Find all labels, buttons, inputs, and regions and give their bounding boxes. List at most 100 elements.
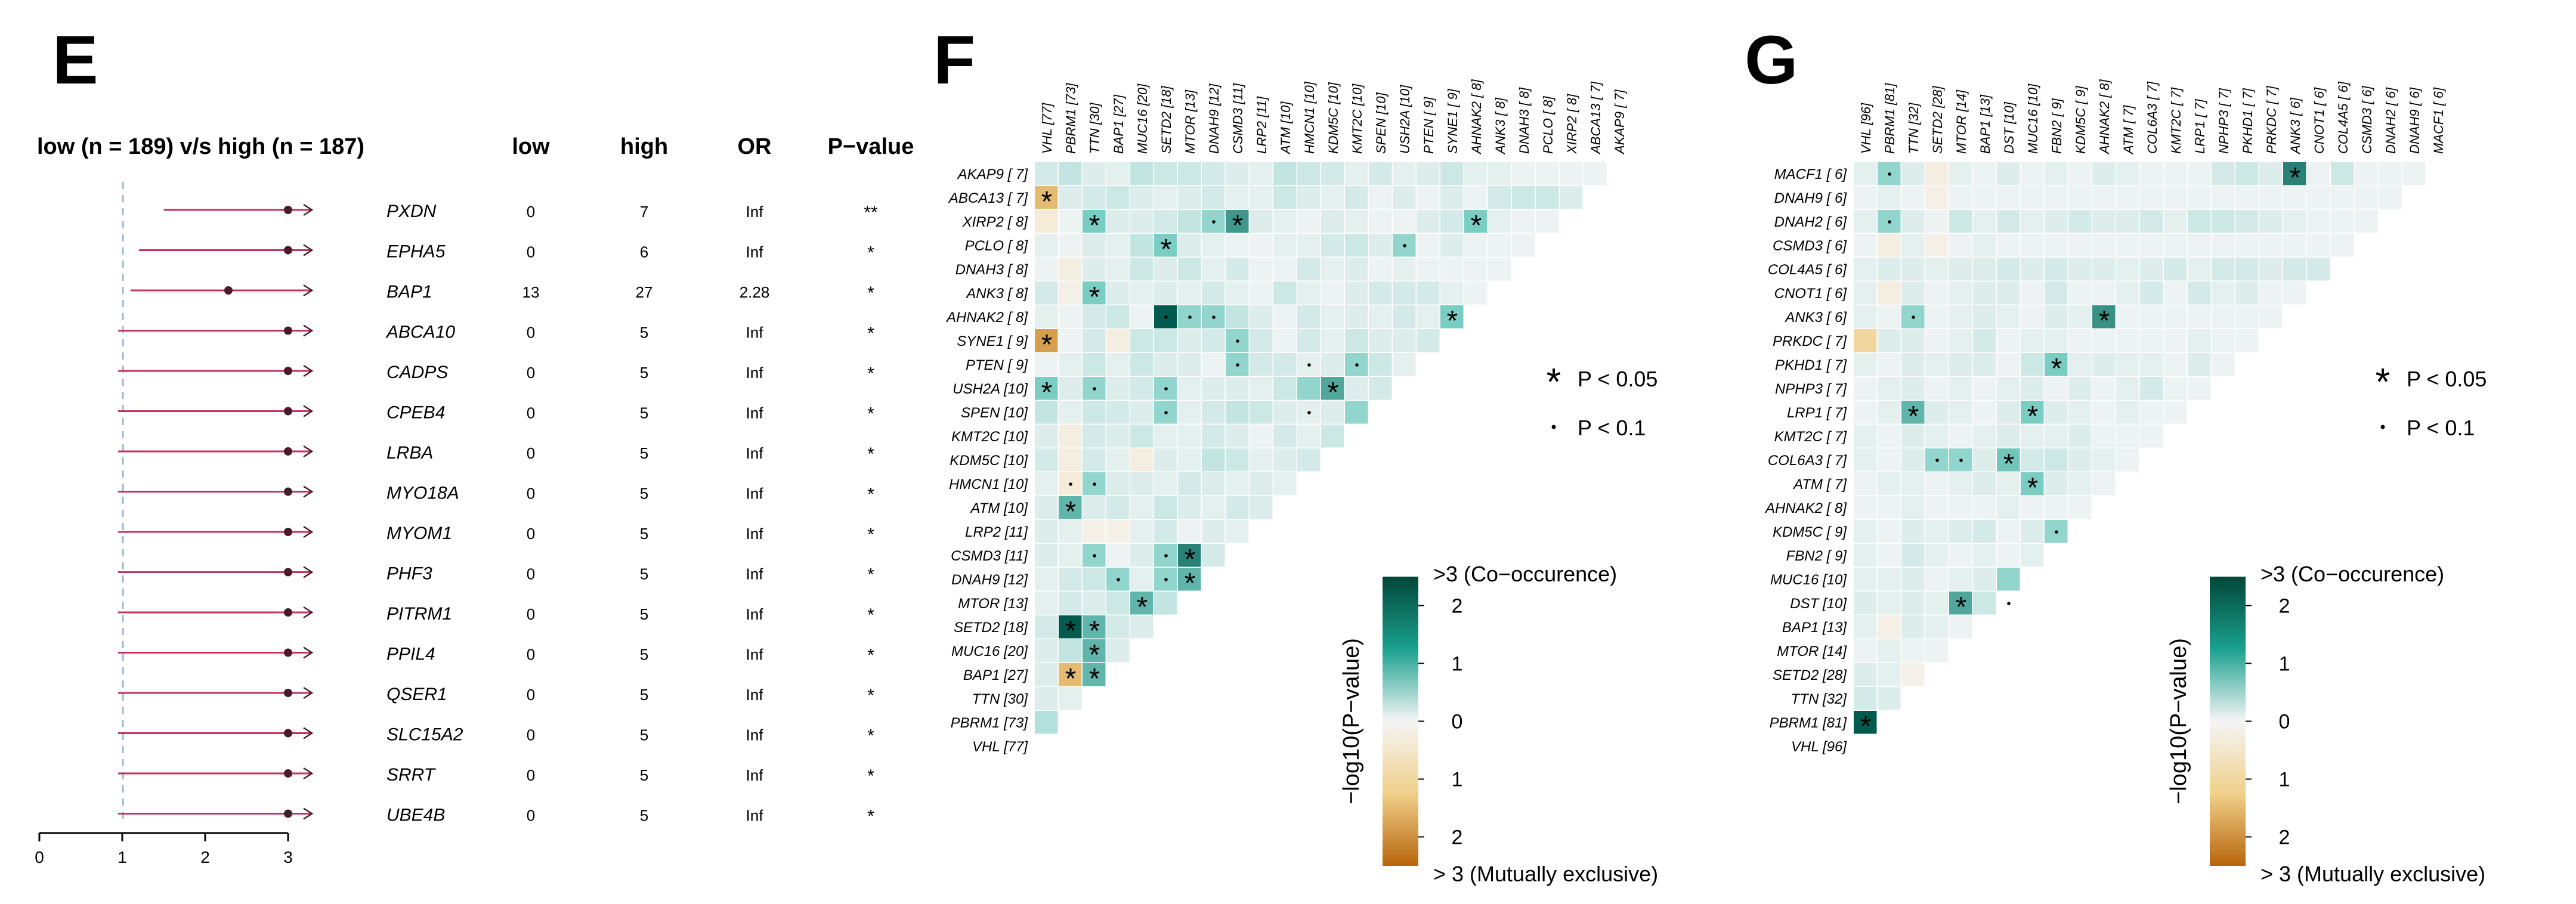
heatmap-cell: [1440, 281, 1464, 305]
row-label: PRKDC [ 7]: [1773, 333, 1847, 349]
heatmap-cell: [2116, 281, 2139, 305]
heatmap-cell: [2068, 281, 2092, 305]
column-header-or: OR: [738, 134, 772, 159]
heatmap-cell: [2140, 401, 2163, 424]
heatmap-cell: [1297, 210, 1321, 233]
heatmap-cell: [2307, 186, 2330, 209]
low-count: 0: [527, 364, 535, 382]
heatmap-cell: [2092, 234, 2116, 257]
ci-arrow: [303, 203, 314, 216]
odds-ratio: Inf: [746, 444, 764, 462]
colorbar: [1383, 577, 1418, 866]
heatmap-cell: [1083, 520, 1106, 543]
heatmap-cell: [1035, 687, 1058, 710]
p-value-stars: *: [867, 485, 874, 504]
heatmap-cell: [2092, 186, 2116, 209]
gene-label: PITRM1: [386, 604, 452, 624]
heatmap-cell: [1854, 377, 1877, 400]
high-count: 7: [640, 203, 648, 221]
or-point: [284, 407, 292, 416]
heatmap-cell: [1901, 329, 1925, 352]
column-label: HMCN1 [10]: [1302, 81, 1317, 154]
heatmap-cell: [1393, 329, 1416, 352]
high-count: 5: [640, 525, 648, 543]
significance-dot: [1164, 315, 1168, 319]
heatmap-cell: [1083, 592, 1106, 615]
ci-arrow: [303, 606, 314, 619]
odds-ratio: Inf: [746, 646, 764, 664]
column-label: PRKDC [ 7]: [2264, 85, 2279, 154]
or-point: [284, 568, 292, 577]
heatmap-cell: [1226, 496, 1249, 519]
ci-arrow: [303, 686, 314, 699]
p-value-stars: *: [867, 766, 874, 786]
heatmap-cell: [1854, 544, 1877, 567]
heatmap-cell: [2259, 186, 2283, 209]
heatmap-cell: [1154, 258, 1177, 281]
heatmap-cell: [1393, 210, 1416, 233]
significance-star: *: [1041, 377, 1053, 408]
gene-label: LRBA: [386, 443, 433, 463]
high-count: 27: [636, 283, 653, 301]
heatmap-cell: [2116, 425, 2139, 448]
heatmap-cell: [1973, 329, 1996, 352]
p-value-stars: *: [867, 605, 874, 625]
heatmap-cell: [2092, 448, 2116, 472]
significance-star: *: [1089, 281, 1100, 313]
heatmap-cell: [1345, 305, 1368, 329]
heatmap-cell: [1083, 568, 1106, 591]
column-label: CSMD3 [ 6]: [2359, 85, 2374, 154]
heatmap-cell: [2164, 234, 2187, 257]
heatmap-cell: [2021, 496, 2044, 519]
row-label: DNAH3 [ 8]: [955, 262, 1029, 278]
heatmap-cell: [1512, 162, 1535, 185]
heatmap-cell: [1949, 615, 1972, 639]
heatmap-cell: [1130, 234, 1154, 257]
column-label: SPEN [10]: [1374, 92, 1388, 154]
significance-dot: [1355, 363, 1359, 367]
ci-arrow: [303, 646, 314, 659]
significance-dot: [1069, 482, 1072, 486]
row-label: AKAP9 [ 7]: [957, 166, 1029, 182]
column-label: KDM5C [ 9]: [2073, 85, 2088, 154]
heatmap-cell: [1321, 162, 1344, 185]
row-label: COL4A5 [ 6]: [1768, 262, 1847, 278]
heatmap-cell: [1854, 520, 1877, 543]
heatmap-cell: [2068, 472, 2092, 496]
gene-label: QSER1: [386, 685, 447, 704]
heatmap-cell: [2259, 210, 2283, 233]
colorbar-bottom-label: > 3 (Mutually exclusive): [2260, 862, 2485, 886]
heatmap-cell: [2045, 162, 2068, 185]
heatmap-cell: [1297, 305, 1321, 329]
gene-label: UBE4B: [386, 806, 445, 825]
column-label: PBRM1 [81]: [1882, 83, 1897, 154]
heatmap-cell: [1083, 448, 1106, 472]
p-value-stars: *: [867, 404, 874, 424]
significance-dot: [1236, 363, 1239, 367]
heatmap-cell: [1854, 234, 1877, 257]
low-count: 0: [527, 203, 535, 221]
heatmap-cell: [1154, 472, 1177, 496]
gene-label: MYOM1: [386, 524, 452, 543]
row-label: DNAH2 [ 6]: [1774, 214, 1848, 230]
heatmap-cell: [1106, 162, 1130, 185]
heatmap-cell: [1154, 329, 1177, 352]
heatmap-cell: [1901, 615, 1925, 639]
significance-star: *: [2003, 448, 2015, 480]
heatmap-cell: [1417, 281, 1440, 305]
gene-label: CPEB4: [386, 403, 445, 423]
heatmap-cell: [1854, 425, 1877, 448]
heatmap-cell: [1854, 711, 1877, 734]
heatmap-cell: [1273, 162, 1297, 185]
heatmap-cell: [1854, 329, 1877, 352]
heatmap-cell: [1273, 425, 1297, 448]
heatmap-cell: [1417, 234, 1440, 257]
heatmap-cell: [1226, 520, 1249, 543]
heatmap-cell: [2164, 401, 2187, 424]
or-point: [284, 648, 292, 657]
heatmap-cell: [1178, 401, 1201, 424]
heatmap-cell: [1854, 186, 1877, 209]
row-label: DNAH9 [ 6]: [1774, 190, 1848, 206]
heatmap-cell: [1130, 615, 1154, 639]
row-label: SYNE1 [ 9]: [957, 333, 1028, 349]
